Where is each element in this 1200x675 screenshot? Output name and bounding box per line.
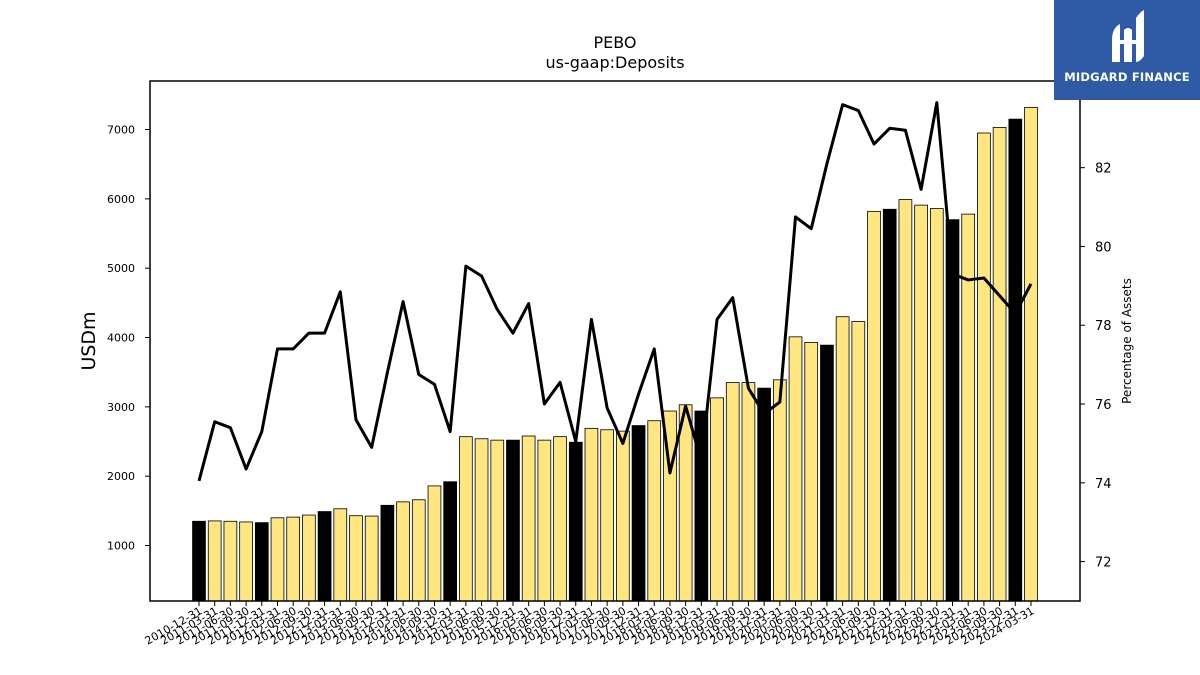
bar-2022-06-30 [914, 204, 928, 602]
bar-2018-03-31 [647, 420, 662, 602]
y2-tick-label: 80 [1095, 240, 1112, 255]
bar-2016-12-31 [568, 441, 583, 602]
bar-2013-12-31 [380, 504, 395, 602]
bar-2012-09-30 [302, 514, 316, 602]
bar-2014-12-31 [443, 481, 458, 602]
left-axis-ticks: 1000 2000 3000 4000 5000 6000 7000 [107, 124, 150, 553]
bar-2011-12-31 [254, 522, 269, 602]
bar-2015-06-30 [474, 438, 489, 602]
bar-2017-12-31 [631, 425, 646, 602]
bar-2016-06-30 [537, 439, 552, 602]
y2-tick-label: 82 [1095, 162, 1112, 177]
bar-2011-06-30 [223, 520, 238, 602]
y-tick-label: 3000 [107, 401, 135, 414]
bar-2018-09-30 [678, 404, 693, 602]
chart-title: PEBO [593, 33, 636, 52]
bar-2012-06-30 [286, 516, 301, 602]
bar-2020-09-30 [804, 341, 819, 602]
bar-2013-03-31 [333, 508, 348, 602]
bar-2018-12-31 [694, 410, 709, 602]
y2-tick-label: 72 [1095, 556, 1112, 571]
bar-2013-09-30 [364, 515, 379, 602]
chart-subtitle: us-gaap:Deposits [545, 53, 684, 72]
bar-2021-12-31 [882, 208, 897, 602]
y2-axis-label: Percentage of Assets [1120, 278, 1134, 404]
bar-2010-12-31 [192, 520, 206, 602]
bar-2022-03-31 [898, 199, 913, 602]
y2-tick-label: 78 [1095, 319, 1112, 334]
right-axis-ticks: 72 74 76 78 80 82 [1080, 162, 1112, 571]
bar-2012-03-31 [270, 517, 285, 602]
bar-2022-09-30 [929, 208, 944, 602]
bar-2023-06-30 [977, 132, 991, 602]
bar-2020-06-30 [788, 336, 803, 602]
bar-2016-03-31 [521, 435, 536, 602]
bars-group [192, 106, 1038, 602]
bar-2012-12-31 [317, 511, 332, 602]
bar-2016-09-30 [553, 436, 567, 602]
percentage-of-assets-line [197, 101, 1033, 482]
y-axis-label: USDm [78, 311, 100, 370]
bar-2020-12-31 [820, 344, 834, 602]
bar-2011-03-31 [207, 520, 222, 602]
bar-2019-03-31 [710, 397, 724, 602]
bar-2014-03-31 [396, 501, 410, 602]
bar-2015-12-31 [506, 439, 520, 602]
bar-2015-09-30 [490, 439, 505, 602]
bar-2021-03-31 [835, 316, 850, 602]
bar-2014-09-30 [427, 485, 442, 602]
bar-2013-06-30 [349, 515, 363, 602]
x-axis-ticks: 2010-12-312011-03-312011-06-302011-09-30… [143, 601, 1037, 648]
bar-2017-06-30 [600, 429, 614, 602]
bar-2019-12-31 [757, 387, 771, 602]
y-tick-label: 5000 [107, 262, 135, 275]
bar-2017-03-31 [584, 427, 599, 602]
logo-text: MIDGARD FINANCE [1064, 70, 1190, 84]
bar-2023-12-31 [1008, 118, 1023, 602]
y-tick-label: 6000 [107, 193, 135, 206]
y2-tick-label: 76 [1095, 398, 1112, 413]
plot-frame [149, 80, 1081, 602]
brand-logo: MIDGARD FINANCE [1054, 0, 1200, 100]
bar-2011-09-30 [239, 521, 253, 602]
midgard-logo-icon [1112, 10, 1144, 62]
bar-2019-09-30 [741, 382, 756, 602]
bar-2019-06-30 [725, 382, 740, 602]
bar-2014-06-30 [411, 499, 426, 602]
y2-tick-label: 74 [1095, 477, 1112, 492]
bar-2021-06-30 [851, 321, 866, 602]
y-tick-label: 7000 [107, 124, 135, 137]
y-tick-label: 1000 [107, 540, 135, 553]
bar-2024-03-31 [1024, 106, 1038, 602]
bar-2023-03-31 [961, 213, 976, 602]
bar-2017-09-30 [616, 430, 630, 602]
y-tick-label: 2000 [107, 470, 135, 483]
bar-2021-09-30 [867, 210, 881, 602]
bar-2020-03-31 [772, 379, 787, 602]
bar-2023-09-30 [992, 127, 1007, 602]
bar-2015-03-31 [459, 436, 473, 602]
y-tick-label: 4000 [107, 332, 135, 345]
